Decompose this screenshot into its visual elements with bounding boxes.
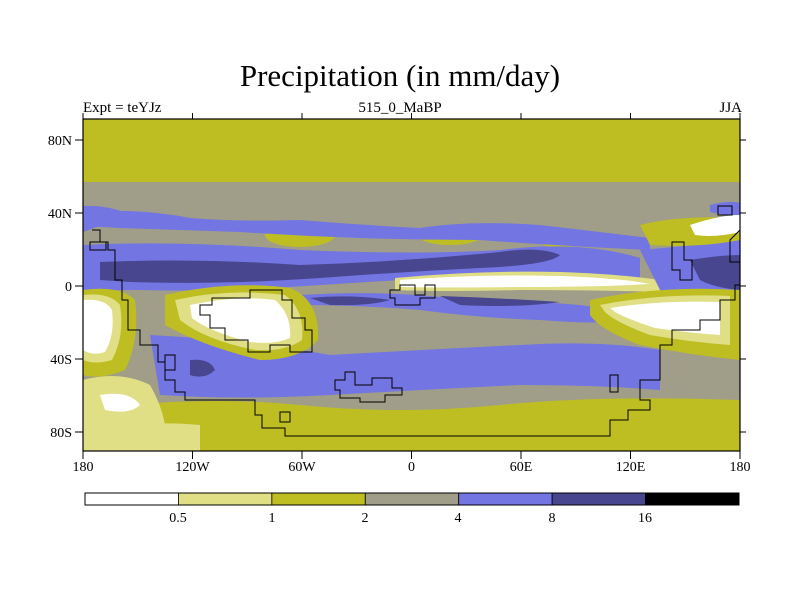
- season-label: JJA: [719, 100, 742, 116]
- y-tick-label-0: 80N: [48, 134, 72, 149]
- x-tick-label-3: 0: [408, 460, 415, 475]
- x-tick-label-5: 120E: [616, 460, 646, 475]
- x-tick-label-0: 180: [73, 460, 94, 475]
- y-tick-label-3: 40S: [50, 353, 72, 368]
- y-tick-label-2: 0: [65, 280, 72, 295]
- colorbar-label-4: 8: [549, 511, 556, 526]
- y-tick-label-1: 40N: [48, 207, 72, 222]
- colorbar-label-5: 16: [638, 511, 652, 526]
- colorbar-label-2: 2: [362, 511, 369, 526]
- colorbar-box-0: [84, 492, 179, 506]
- experiment-label: Expt = teYJz: [83, 100, 162, 116]
- map-field: [83, 119, 740, 451]
- x-tick-label-2: 60W: [288, 460, 316, 475]
- colorbar-box-5: [551, 492, 646, 506]
- colorbar-box-6: [645, 492, 740, 506]
- y-tick-label-4: 80S: [50, 426, 72, 441]
- x-tick-label-6: 180: [730, 460, 751, 475]
- colorbar-box-1: [178, 492, 273, 506]
- field-band-north: [83, 119, 740, 182]
- colorbar-label-3: 4: [455, 511, 462, 526]
- coastlines: [89, 205, 741, 437]
- colorbar-box-4: [458, 492, 553, 506]
- x-tick-label-4: 60E: [510, 460, 533, 475]
- x-tick-label-1: 120W: [175, 460, 210, 475]
- period-label: 515_0_MaBP: [358, 100, 442, 116]
- field-band-south: [83, 398, 740, 451]
- chart-title: Precipitation (in mm/day): [239, 58, 561, 93]
- colorbar-label-0: 0.5: [169, 511, 187, 526]
- colorbar-frame: [84, 492, 740, 506]
- tick-marks: [75, 113, 746, 459]
- colorbar: [84, 492, 740, 506]
- colorbar-box-3: [364, 492, 460, 506]
- colorbar-box-2: [271, 492, 366, 506]
- colorbar-label-1: 1: [269, 511, 276, 526]
